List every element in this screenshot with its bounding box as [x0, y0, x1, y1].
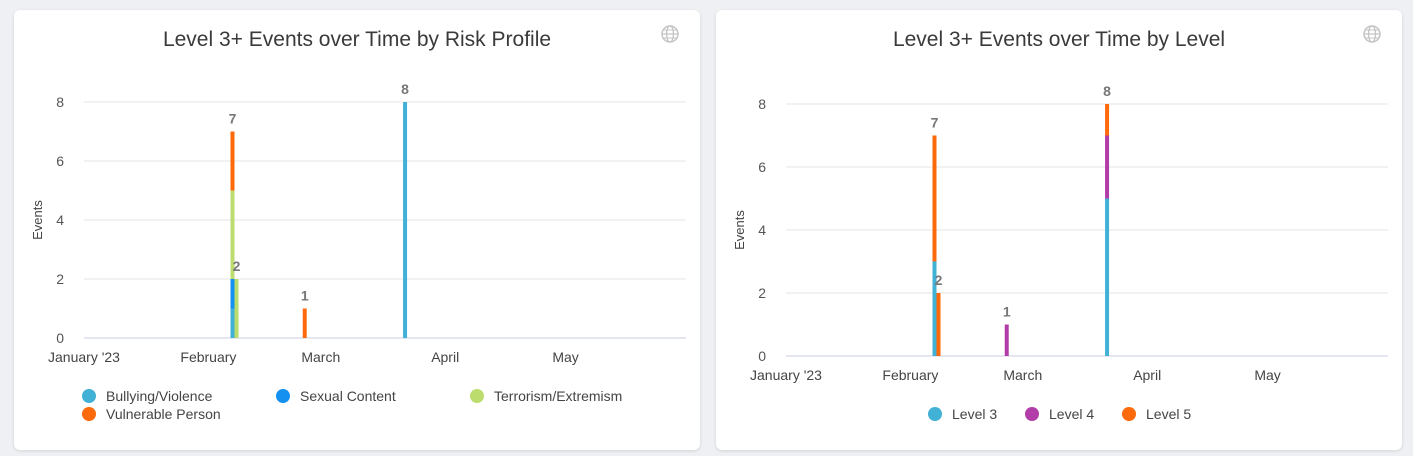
bar-segment-terrorism-extremism[interactable] — [234, 279, 239, 338]
bar-total-label: 1 — [1003, 304, 1011, 320]
chart-legend: Bullying/Violence Sexual Content Terrorism… — [14, 10, 700, 450]
bar-total-label: 1 — [301, 288, 309, 304]
risk-profile-stacked-bar-chart: 0 2 4 6 8 Events January '23 February March April… — [30, 81, 686, 365]
bar-segment-bullying-violence[interactable] — [403, 102, 408, 338]
legend-swatch — [928, 407, 942, 421]
bar-total-label: 7 — [931, 115, 939, 131]
chart-title: Level 3+ Events over Time by Level — [892, 28, 1226, 51]
bar-segment-level-4[interactable] — [1004, 324, 1009, 357]
x-tick-label: February — [180, 349, 236, 365]
y-tick-label: 6 — [56, 153, 64, 169]
bar-total-label: 7 — [229, 111, 237, 127]
y-tick-label: 4 — [758, 222, 766, 238]
y-tick-label: 4 — [56, 212, 64, 228]
legend-swatch — [1025, 407, 1039, 421]
chart-legend: Level 3 Level 4 Level 5 — [716, 10, 1402, 450]
y-tick-label: 6 — [758, 159, 766, 175]
bar-segment-vulnerable-person[interactable] — [230, 131, 235, 191]
globe-icon[interactable] — [660, 24, 680, 44]
bar-segment-level-4[interactable] — [1105, 135, 1110, 199]
bar-segment-level-5[interactable] — [936, 293, 941, 356]
bar-segment-level-3[interactable] — [932, 261, 937, 357]
bar-total-label: 8 — [401, 81, 409, 97]
bar-total-label: 2 — [935, 272, 943, 288]
x-tick-label: May — [1254, 367, 1280, 383]
y-axis-label: Events — [732, 210, 747, 250]
chart-title: Level 3+ Events over Time by Risk Profil… — [162, 28, 552, 51]
bar-segment-bullying-violence[interactable] — [230, 308, 235, 339]
x-tick-label: February — [882, 367, 938, 383]
legend-swatch — [276, 389, 290, 403]
bar-total-label: 8 — [1103, 83, 1111, 99]
legend-swatch — [1122, 407, 1136, 421]
y-tick-label: 0 — [56, 330, 64, 346]
legend-item-vulnerable-person[interactable]: Vulnerable Person — [82, 406, 221, 422]
bar-segment-sexual-content[interactable] — [230, 279, 235, 309]
y-tick-label: 8 — [56, 94, 64, 110]
legend-label: Level 3 — [952, 406, 998, 422]
level-chart-card: Level 3+ Events over Time by Level 0 2 4 6 8… — [716, 10, 1402, 450]
x-tick-label: May — [552, 349, 578, 365]
legend-label: Terrorism/Extremism — [494, 388, 623, 404]
bar-segment-vulnerable-person[interactable] — [302, 308, 307, 339]
bar-total-label: 2 — [233, 258, 241, 274]
y-tick-label: 8 — [758, 96, 766, 112]
y-tick-label: 2 — [758, 285, 766, 301]
level-stacked-bar-chart: 0 2 4 6 8 Events January '23 February March April… — [732, 83, 1388, 383]
bar-segment-terrorism-extremism[interactable] — [230, 190, 235, 280]
legend-label: Sexual Content — [300, 388, 396, 404]
legend-item-level-3[interactable]: Level 3 — [928, 406, 997, 422]
legend-swatch — [82, 407, 96, 421]
legend-swatch — [470, 389, 484, 403]
legend-swatch — [82, 389, 96, 403]
x-tick-label: March — [1003, 367, 1042, 383]
y-tick-label: 0 — [758, 348, 766, 364]
y-axis-label: Events — [30, 200, 45, 240]
legend-label: Bullying/Violence — [106, 388, 213, 404]
legend-item-level-4[interactable]: Level 4 — [1025, 406, 1094, 422]
bar-segment-level-3[interactable] — [1105, 198, 1110, 357]
legend-label: Level 4 — [1049, 406, 1095, 422]
x-tick-label: March — [301, 349, 340, 365]
legend-label: Level 5 — [1146, 406, 1192, 422]
legend-item-bullying-violence[interactable]: Bullying/Violence — [82, 388, 212, 404]
x-tick-label: January '23 — [48, 349, 120, 365]
bar-segment-level-5[interactable] — [1105, 104, 1110, 136]
x-tick-label: January '23 — [750, 367, 822, 383]
x-tick-label: April — [431, 349, 459, 365]
legend-item-sexual-content[interactable]: Sexual Content — [276, 388, 396, 404]
x-tick-label: April — [1133, 367, 1161, 383]
legend-item-level-5[interactable]: Level 5 — [1122, 406, 1191, 422]
risk-profile-chart-card: Level 3+ Events over Time by Risk Profil… — [14, 10, 700, 450]
bar-segment-level-5[interactable] — [932, 135, 937, 262]
legend-label: Vulnerable Person — [106, 406, 221, 422]
y-tick-label: 2 — [56, 271, 64, 287]
legend-item-terrorism-extremism[interactable]: Terrorism/Extremism — [470, 388, 622, 404]
globe-icon[interactable] — [1362, 24, 1382, 44]
